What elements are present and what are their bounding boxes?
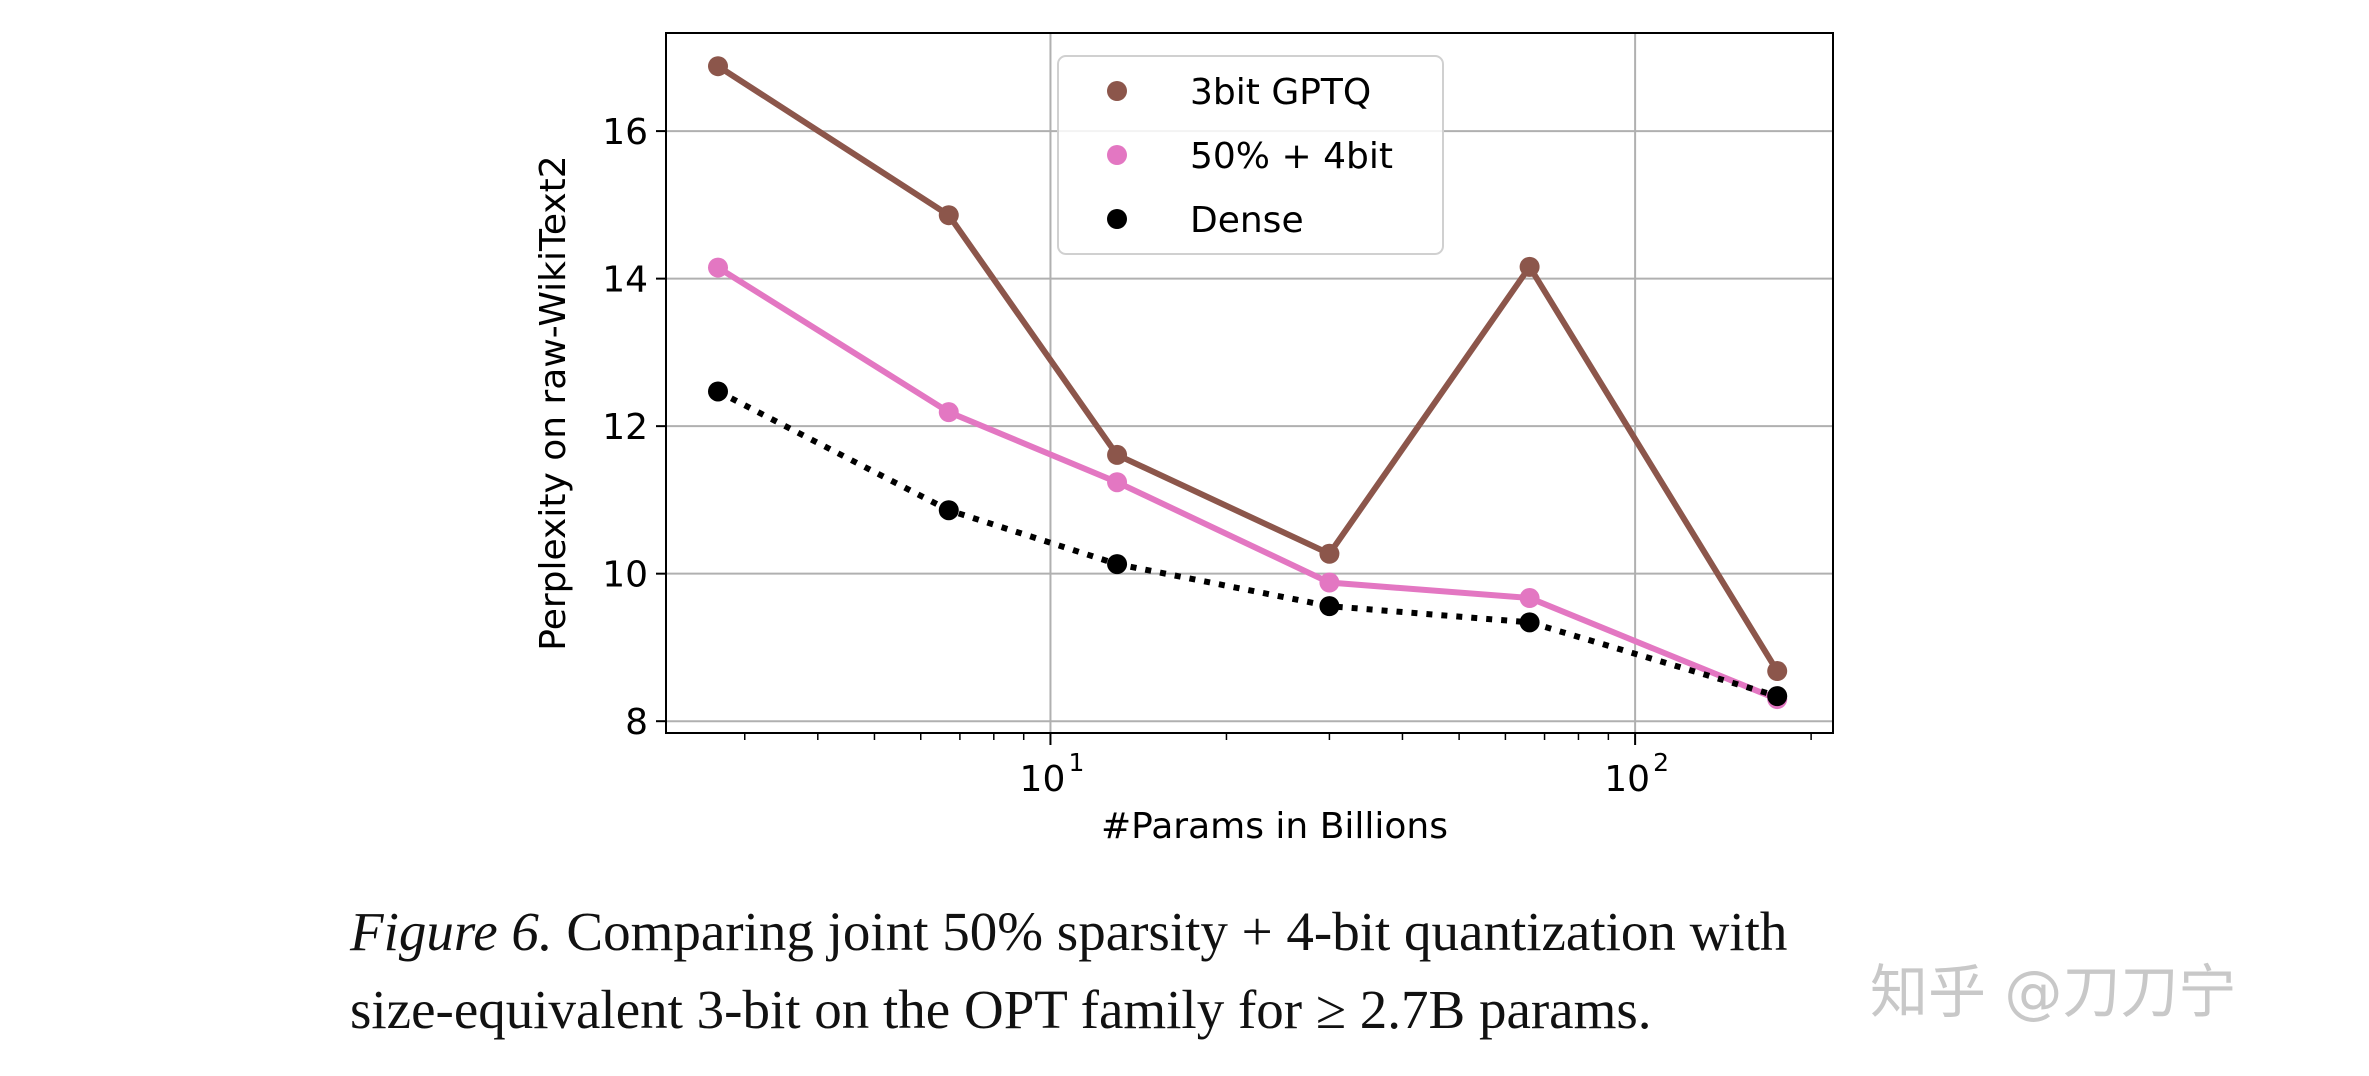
watermark: 知乎 @刀刀宁 xyxy=(1870,958,2237,1026)
y-axis-label: Perplexity on raw-WikiText2 xyxy=(533,155,574,650)
data-point xyxy=(938,500,959,521)
plot-frame xyxy=(665,32,1834,734)
data-point xyxy=(1107,444,1128,465)
data-point xyxy=(708,381,729,402)
data-point xyxy=(938,402,959,423)
data-point xyxy=(938,205,959,226)
legend-label: Dense xyxy=(1190,200,1304,241)
y-tick-label: 14 xyxy=(602,260,648,301)
legend-marker xyxy=(1107,209,1127,229)
legend-box xyxy=(1057,55,1444,255)
data-point xyxy=(1767,686,1788,707)
figure-label: Figure 6. xyxy=(350,901,553,962)
y-tick-label: 16 xyxy=(602,112,648,153)
series-line-0 xyxy=(716,63,1780,673)
legend-label: 50% + 4bit xyxy=(1190,136,1393,177)
caption-line-2: size-equivalent 3-bit on the OPT family … xyxy=(350,979,1652,1040)
y-tick-label: 10 xyxy=(602,555,648,596)
data-point xyxy=(708,56,729,77)
data-point xyxy=(1107,472,1128,493)
data-point xyxy=(1767,661,1788,682)
data-point xyxy=(1319,572,1340,593)
x-tick-exponent: 1 xyxy=(1069,748,1085,777)
series-line-2 xyxy=(716,388,1779,699)
data-point xyxy=(708,257,729,278)
data-point xyxy=(1319,543,1340,564)
data-point xyxy=(1519,588,1540,609)
data-point xyxy=(1519,256,1540,277)
data-point xyxy=(1319,596,1340,617)
y-tick-label: 8 xyxy=(625,702,648,743)
legend: 3bit GPTQ 50% + 4bit Dense xyxy=(1057,55,1444,255)
x-tick-label: 10 xyxy=(1020,759,1066,800)
x-axis-label: #Params in Billions xyxy=(1101,806,1448,847)
data-point xyxy=(1519,612,1540,633)
legend-marker xyxy=(1107,81,1127,101)
caption-text-1: Comparing joint 50% sparsity + 4-bit qua… xyxy=(552,901,1788,962)
x-tick-exponent: 2 xyxy=(1653,748,1669,777)
y-tick-label: 12 xyxy=(602,407,648,448)
x-tick-label: 10 xyxy=(1604,759,1650,800)
data-point xyxy=(1107,554,1128,575)
legend-marker xyxy=(1107,145,1127,165)
legend-label: 3bit GPTQ xyxy=(1190,72,1371,113)
caption-line-1: Figure 6. Comparing joint 50% sparsity +… xyxy=(350,900,1787,963)
series-line-1 xyxy=(716,265,1779,702)
